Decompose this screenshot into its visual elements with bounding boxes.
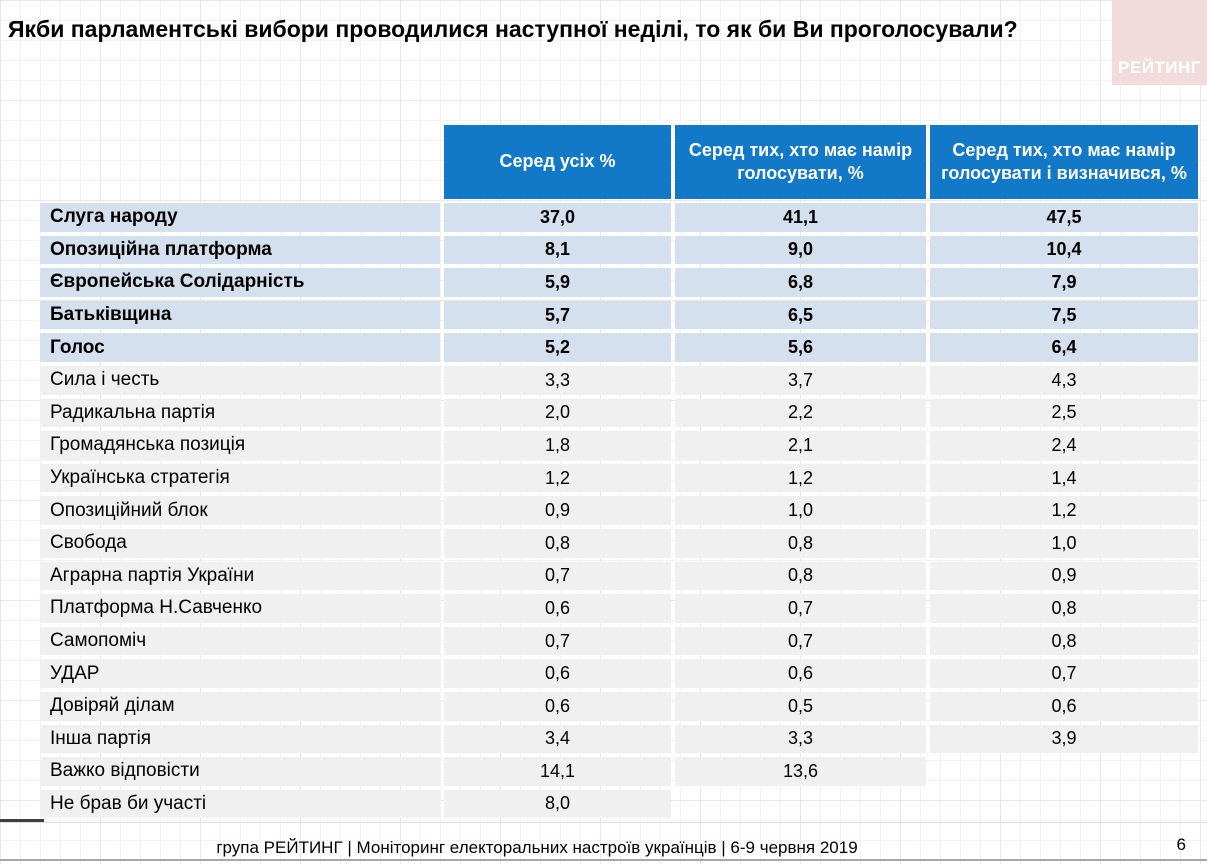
value-cell-among-all: 0,6 [444, 659, 671, 688]
footer-top-rule [0, 822, 1207, 823]
party-name-cell: Самопоміч [40, 626, 440, 656]
value-cell-decided [930, 757, 1198, 786]
party-name-cell: Довіряй ділам [40, 691, 440, 721]
value-cell-among-all: 3,3 [444, 365, 671, 395]
party-name-cell: Батьківщина [40, 300, 440, 330]
value-cell-intend-to-vote: 6,5 [675, 300, 926, 330]
value-cell-among-all: 8,1 [444, 235, 671, 265]
value-cell-decided [930, 790, 1198, 819]
value-cell-among-all: 0,8 [444, 528, 671, 558]
value-cell-decided: 0,8 [930, 626, 1198, 656]
party-name-cell: Платформа Н.Савченко [40, 594, 440, 623]
party-name-cell: Інша партія [40, 724, 440, 754]
value-cell-decided: 0,9 [930, 561, 1198, 591]
party-name-cell: Свобода [40, 528, 440, 558]
value-cell-intend-to-vote: 0,8 [675, 561, 926, 591]
value-cell-intend-to-vote: 2,2 [675, 398, 926, 428]
party-name-cell: Не брав би участі [40, 789, 440, 819]
party-name-cell: УДАР [40, 659, 440, 688]
party-name-cell: Українська стратегія [40, 463, 440, 493]
rating-logo-text: РЕЙТИНГ [1118, 58, 1201, 77]
party-name-cell: Слуга народу [40, 203, 440, 232]
value-cell-intend-to-vote: 13,6 [675, 757, 926, 786]
value-cell-among-all: 5,7 [444, 300, 671, 330]
table-corner-spacer [40, 125, 440, 199]
footer-bottom-rule [0, 859, 1207, 861]
value-cell-among-all: 0,9 [444, 496, 671, 525]
value-cell-decided: 10,4 [930, 235, 1198, 265]
value-cell-among-all: 3,4 [444, 724, 671, 754]
footer-dark-segment [0, 819, 44, 822]
value-cell-decided: 3,9 [930, 724, 1198, 754]
value-cell-among-all: 8,0 [444, 789, 671, 819]
value-cell-decided: 2,4 [930, 431, 1198, 460]
value-cell-among-all: 0,6 [444, 691, 671, 721]
party-name-cell: Важко відповісти [40, 757, 440, 786]
value-cell-decided: 1,4 [930, 463, 1198, 493]
value-cell-among-all: 0,7 [444, 561, 671, 591]
value-cell-among-all: 1,2 [444, 463, 671, 493]
party-name-cell: Аграрна партія України [40, 561, 440, 591]
value-cell-intend-to-vote: 6,8 [675, 268, 926, 297]
value-cell-decided: 7,5 [930, 300, 1198, 330]
rating-group-logo: РЕЙТИНГ [1112, 0, 1207, 85]
value-cell-among-all: 0,7 [444, 626, 671, 656]
value-cell-among-all: 14,1 [444, 757, 671, 786]
party-name-cell: Голос [40, 333, 440, 362]
value-cell-decided: 47,5 [930, 203, 1198, 232]
value-cell-intend-to-vote: 0,6 [675, 659, 926, 688]
value-cell-decided: 0,8 [930, 594, 1198, 623]
value-cell-among-all: 5,9 [444, 268, 671, 297]
party-name-cell: Сила і честь [40, 365, 440, 395]
value-cell-decided: 0,6 [930, 691, 1198, 721]
value-cell-intend-to-vote: 3,3 [675, 724, 926, 754]
value-cell-among-all: 5,2 [444, 333, 671, 362]
column-header-decided: Серед тих, хто має намір голосувати і ви… [930, 125, 1198, 199]
value-cell-intend-to-vote: 1,0 [675, 496, 926, 525]
value-cell-among-all: 0,6 [444, 594, 671, 623]
column-header-among-all: Серед усіх % [444, 125, 671, 199]
party-name-cell: Радикальна партія [40, 398, 440, 428]
value-cell-intend-to-vote: 2,1 [675, 431, 926, 460]
poll-table: Серед усіх % Серед тих, хто має намір го… [40, 125, 1198, 819]
value-cell-decided: 1,2 [930, 496, 1198, 525]
value-cell-intend-to-vote: 1,2 [675, 463, 926, 493]
value-cell-decided: 4,3 [930, 365, 1198, 395]
value-cell-intend-to-vote: 9,0 [675, 235, 926, 265]
party-name-cell: Опозиційна платформа [40, 235, 440, 265]
value-cell-among-all: 2,0 [444, 398, 671, 428]
value-cell-decided: 1,0 [930, 528, 1198, 558]
value-cell-intend-to-vote: 0,8 [675, 528, 926, 558]
value-cell-decided: 2,5 [930, 398, 1198, 428]
value-cell-decided: 0,7 [930, 659, 1198, 688]
party-name-cell: Громадянська позиція [40, 431, 440, 460]
value-cell-intend-to-vote: 3,7 [675, 365, 926, 395]
value-cell-intend-to-vote: 5,6 [675, 333, 926, 362]
value-cell-intend-to-vote: 41,1 [675, 203, 926, 232]
party-name-cell: Європейська Солідарність [40, 268, 440, 297]
value-cell-intend-to-vote: 0,7 [675, 594, 926, 623]
value-cell-decided: 6,4 [930, 333, 1198, 362]
footer-source-text: група РЕЙТИНГ | Моніторинг електоральних… [216, 838, 858, 857]
value-cell-decided: 7,9 [930, 268, 1198, 297]
column-header-intend-to-vote: Серед тих, хто має намір голосувати, % [675, 125, 926, 199]
page-title: Якби парламентські вибори проводилися на… [8, 16, 1018, 42]
value-cell-among-all: 1,8 [444, 431, 671, 460]
value-cell-among-all: 37,0 [444, 203, 671, 232]
page-number: 6 [1176, 835, 1186, 854]
value-cell-intend-to-vote [675, 790, 926, 819]
party-name-cell: Опозиційний блок [40, 496, 440, 525]
value-cell-intend-to-vote: 0,5 [675, 691, 926, 721]
value-cell-intend-to-vote: 0,7 [675, 626, 926, 656]
